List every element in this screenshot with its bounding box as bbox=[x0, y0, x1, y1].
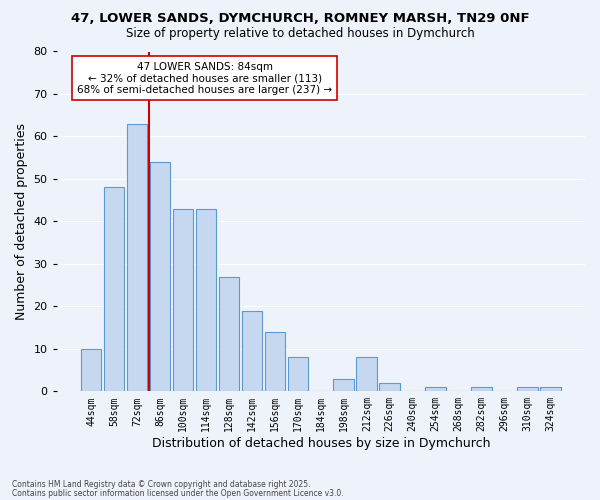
Bar bbox=[472, 387, 492, 392]
Bar bbox=[379, 383, 400, 392]
Text: Size of property relative to detached houses in Dymchurch: Size of property relative to detached ho… bbox=[125, 28, 475, 40]
Y-axis label: Number of detached properties: Number of detached properties bbox=[15, 123, 28, 320]
Bar bbox=[104, 188, 124, 392]
Text: Contains HM Land Registry data © Crown copyright and database right 2025.: Contains HM Land Registry data © Crown c… bbox=[12, 480, 311, 489]
Bar bbox=[265, 332, 285, 392]
Bar bbox=[196, 208, 216, 392]
Bar bbox=[242, 310, 262, 392]
Bar bbox=[81, 349, 101, 392]
Text: 47, LOWER SANDS, DYMCHURCH, ROMNEY MARSH, TN29 0NF: 47, LOWER SANDS, DYMCHURCH, ROMNEY MARSH… bbox=[71, 12, 529, 26]
Bar bbox=[127, 124, 148, 392]
Bar bbox=[287, 358, 308, 392]
Bar bbox=[218, 276, 239, 392]
Bar bbox=[173, 208, 193, 392]
Bar bbox=[425, 387, 446, 392]
Bar bbox=[149, 162, 170, 392]
Bar bbox=[517, 387, 538, 392]
Bar bbox=[334, 378, 354, 392]
Bar bbox=[541, 387, 561, 392]
Text: 47 LOWER SANDS: 84sqm
← 32% of detached houses are smaller (113)
68% of semi-det: 47 LOWER SANDS: 84sqm ← 32% of detached … bbox=[77, 62, 332, 95]
Text: Contains public sector information licensed under the Open Government Licence v3: Contains public sector information licen… bbox=[12, 488, 344, 498]
Bar bbox=[356, 358, 377, 392]
X-axis label: Distribution of detached houses by size in Dymchurch: Distribution of detached houses by size … bbox=[152, 437, 490, 450]
